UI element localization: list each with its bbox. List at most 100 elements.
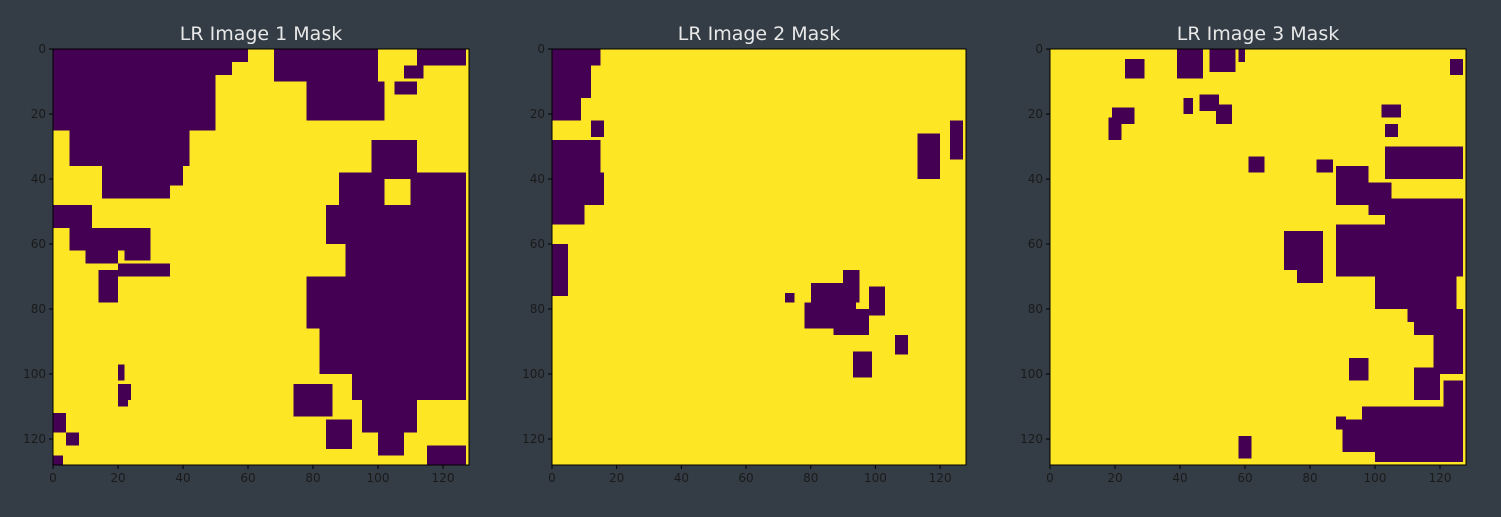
masked-region <box>215 49 248 62</box>
x-tick-label: 120 <box>432 471 455 485</box>
chart-title: LR Image 3 Mask <box>1177 23 1339 45</box>
y-tick-label: 80 <box>31 302 46 316</box>
masked-region <box>894 335 908 355</box>
masked-region <box>352 374 466 400</box>
masked-region <box>345 205 466 277</box>
masked-region <box>1443 380 1463 407</box>
masked-region <box>101 166 183 186</box>
masked-region <box>118 393 128 407</box>
masked-region <box>53 455 63 465</box>
masked-region <box>1209 49 1236 72</box>
y-tick-label: 60 <box>1028 237 1043 251</box>
masked-region <box>98 283 118 303</box>
y-tick-label: 0 <box>537 42 545 56</box>
y-tick-label: 80 <box>1028 302 1043 316</box>
y-tick-label: 0 <box>38 42 46 56</box>
y-tick-label: 20 <box>1028 107 1043 121</box>
masked-region <box>293 383 333 417</box>
masked-region <box>1238 435 1252 459</box>
x-tick-label: 120 <box>929 471 952 485</box>
masked-region <box>1397 432 1440 462</box>
masked-region <box>1381 104 1401 118</box>
masked-region <box>1176 49 1203 79</box>
x-tick-label: 20 <box>1107 471 1122 485</box>
masked-region <box>426 445 466 465</box>
masked-region <box>1238 49 1245 62</box>
y-tick-label: 0 <box>1035 42 1043 56</box>
masked-region <box>361 400 417 433</box>
masked-region <box>274 49 378 82</box>
x-tick-label: 40 <box>175 471 190 485</box>
masked-region <box>1316 159 1333 173</box>
y-tick-label: 20 <box>530 107 545 121</box>
masked-region <box>394 81 417 95</box>
x-tick-label: 100 <box>864 471 887 485</box>
masked-region <box>1449 153 1463 173</box>
masked-region <box>552 140 601 173</box>
masked-region <box>852 351 873 378</box>
y-tick-label: 100 <box>1020 367 1043 381</box>
masked-region <box>85 250 118 264</box>
masked-region <box>66 432 79 446</box>
masked-region <box>1384 123 1398 137</box>
masked-region <box>1336 166 1369 205</box>
x-tick-label: 40 <box>1172 471 1187 485</box>
y-tick-label: 120 <box>522 432 545 446</box>
masked-region <box>784 292 795 303</box>
masked-region <box>404 65 424 79</box>
heatmap-panel-2: LR Image 2 Mask 0 20 40 60 80 100 120 0 20 40 60 80 1… <box>522 23 967 485</box>
x-tick-label: 60 <box>738 471 753 485</box>
y-tick-label: 40 <box>31 172 46 186</box>
masked-region <box>804 302 834 329</box>
masked-region <box>378 429 404 456</box>
x-tick-label: 80 <box>1302 471 1317 485</box>
x-tick-label: 100 <box>367 471 390 485</box>
masked-region <box>1449 58 1463 75</box>
masked-region <box>118 114 141 147</box>
y-tick-label: 100 <box>522 367 545 381</box>
masked-region <box>868 286 886 316</box>
masked-region <box>306 276 466 329</box>
masked-region <box>1108 117 1122 140</box>
masked-region <box>319 328 466 374</box>
masked-region <box>1349 357 1369 381</box>
masked-region <box>1199 94 1219 111</box>
x-tick-label: 120 <box>1429 471 1452 485</box>
y-tick-label: 120 <box>23 432 46 446</box>
masked-region <box>843 296 857 316</box>
masked-region <box>1215 104 1232 124</box>
masked-region <box>1183 97 1193 114</box>
masked-region <box>53 49 232 75</box>
x-tick-label: 20 <box>609 471 624 485</box>
masked-region <box>53 413 66 433</box>
x-tick-label: 0 <box>49 471 57 485</box>
y-tick-label: 60 <box>530 237 545 251</box>
masked-region <box>306 81 385 121</box>
x-tick-label: 60 <box>1237 471 1252 485</box>
masked-region <box>326 419 352 449</box>
y-tick-label: 100 <box>23 367 46 381</box>
masked-region <box>949 120 963 160</box>
masked-region <box>590 120 604 137</box>
masked-region <box>1248 156 1265 173</box>
heatmap-background <box>552 49 966 465</box>
heatmap-panel-1: LR Image 1 Mask 0 20 40 60 80 100 120 0 20 40 60 80 1… <box>23 23 470 485</box>
masked-region <box>552 49 601 66</box>
x-tick-label: 100 <box>1364 471 1387 485</box>
masked-region <box>417 49 466 66</box>
masked-region <box>1336 416 1346 430</box>
y-tick-label: 120 <box>1020 432 1043 446</box>
masked-region <box>1414 309 1463 335</box>
y-tick-label: 20 <box>31 107 46 121</box>
x-tick-label: 60 <box>240 471 255 485</box>
x-tick-label: 80 <box>305 471 320 485</box>
chart-title: LR Image 1 Mask <box>180 23 342 45</box>
masked-region <box>118 364 125 381</box>
x-tick-label: 0 <box>1046 471 1054 485</box>
heatmap-panel-3: LR Image 3 Mask 0 20 40 60 80 100 120 0 20 40 60 80 1… <box>1020 23 1467 485</box>
masked-region <box>552 205 585 225</box>
x-tick-label: 0 <box>548 471 556 485</box>
masked-region <box>552 244 569 296</box>
masked-region <box>53 205 92 228</box>
